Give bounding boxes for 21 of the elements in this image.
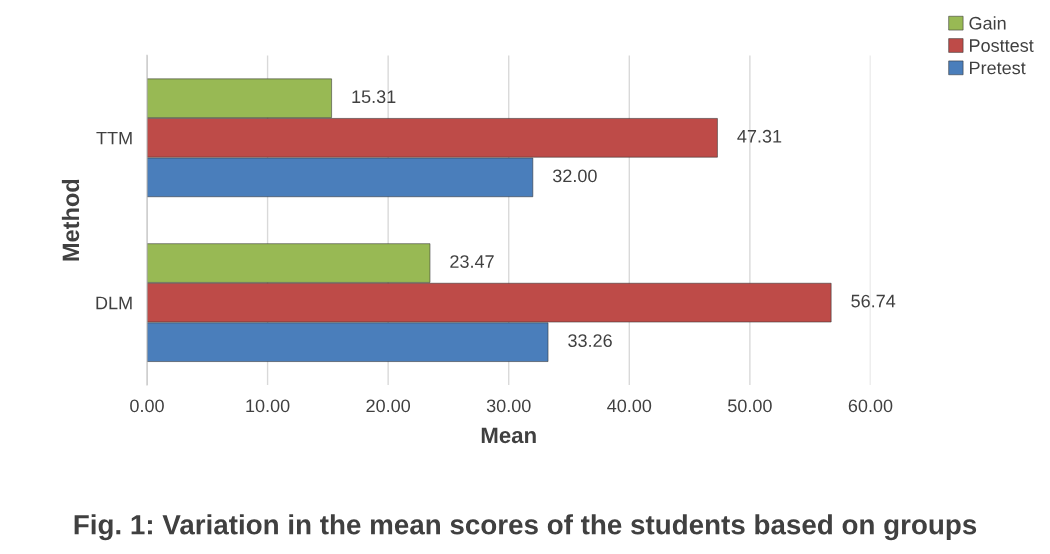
data-label: 15.31 [352,90,396,104]
legend-label: Gain [969,16,1006,30]
x-tick-label: 10.00 [246,399,290,413]
data-label: 47.31 [737,129,782,143]
x-tick-label: 40.00 [607,399,652,413]
x-tick-label: 60.00 [848,399,893,413]
y-axis-title: Method [61,179,80,261]
data-label: 23.47 [450,255,494,268]
x-tick-label: 30.00 [486,399,531,413]
x-axis-title: Mean [481,427,536,444]
x-tick-label: 20.00 [366,399,411,413]
legend-label: Pretest [970,61,1026,75]
data-label: 33.26 [568,334,612,348]
x-tick-label: 0.00 [130,399,164,413]
y-tick-label: DLM [96,296,132,310]
text: Fig. 1: Variation in the mean scores of the students based on groups [74,514,977,541]
x-tick-label: 50.00 [728,399,772,413]
y-tick-label: TTM [96,131,132,145]
data-label: 56.74 [851,294,896,308]
legend-label: Posttest [970,39,1034,52]
data-label: 32.00 [552,169,597,183]
